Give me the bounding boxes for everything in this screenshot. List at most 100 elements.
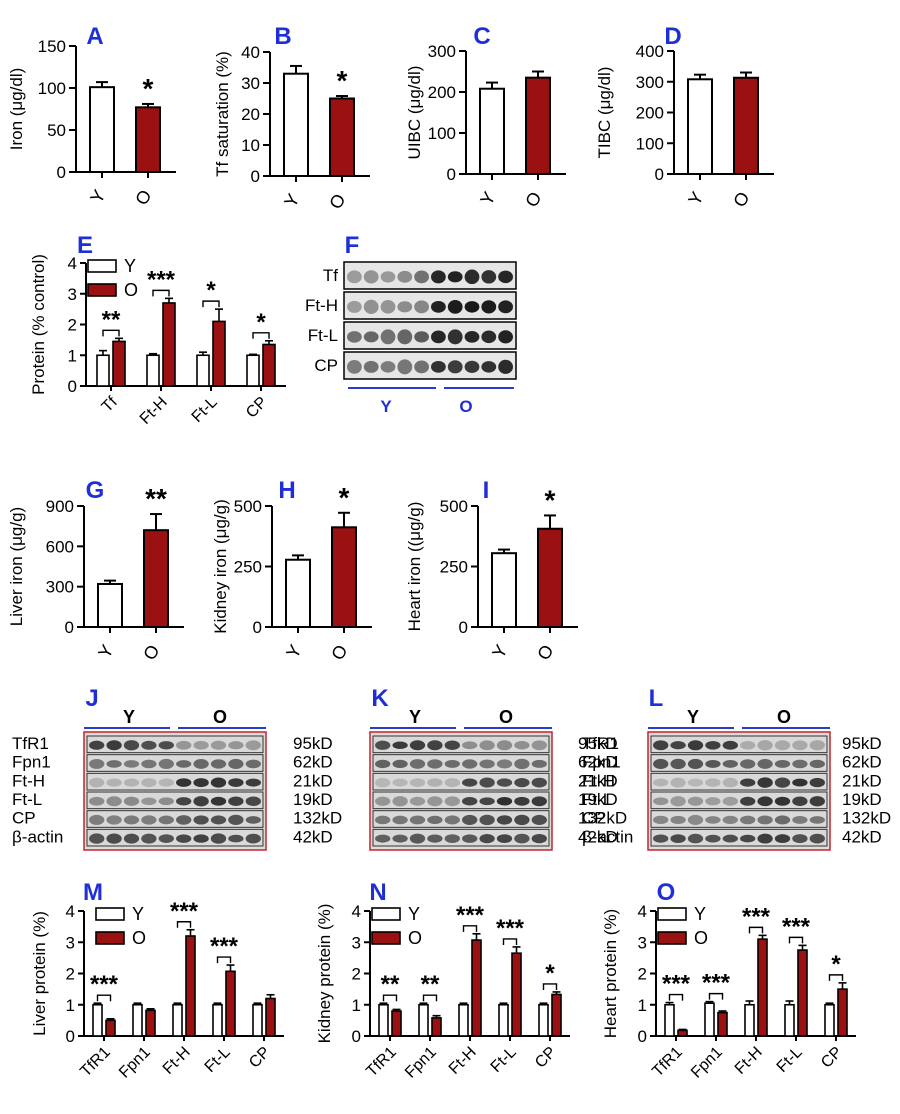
y-tick-label: 0 [253, 618, 262, 637]
blot-row-label: CP [12, 809, 36, 828]
significance-mark: *** [496, 915, 525, 942]
blot-F-band [498, 330, 513, 344]
bar-Y-Ft-H [146, 354, 160, 387]
bar-O-Ft-H [757, 938, 768, 1037]
blot-L-band [757, 833, 773, 844]
significance-mark: *** [170, 898, 199, 925]
blot-J-band [89, 758, 105, 769]
blot-J-band [228, 796, 244, 807]
x-tick-label: Ft-H [137, 394, 171, 428]
blot-L-band [740, 796, 756, 806]
y-tick-label: 2 [638, 965, 647, 984]
blot-L-band [687, 833, 704, 844]
blot-J-band [245, 833, 261, 844]
x-tick-label: O [729, 188, 753, 210]
y-tick-label: 30 [241, 74, 260, 93]
chart-panel-A: A 0 50 100 150 Iron (μg/dl) Y O * [7, 23, 176, 209]
blot-L-band [687, 740, 704, 751]
bar-O-Fpn1 [145, 1009, 156, 1037]
blot-L-band [740, 778, 756, 787]
blot-F-band [498, 300, 513, 314]
y-tick-label: 1 [66, 996, 75, 1015]
panel-letter: M [83, 879, 103, 906]
x-tick-label: Ft-H [160, 1044, 194, 1078]
y-tick-label: 600 [46, 537, 74, 556]
blot-L-band [792, 759, 808, 769]
significance-mark: *** [702, 970, 731, 997]
blot-L-band [670, 758, 686, 770]
blot-L-band [757, 740, 773, 751]
bar-O-CP [265, 997, 276, 1037]
blot-F-band [397, 301, 413, 313]
blot-K-band [531, 759, 547, 768]
blot-J-band [228, 834, 244, 843]
y-tick-label: 500 [234, 497, 262, 516]
blot-F-band [414, 270, 429, 284]
blot-K-band [444, 834, 460, 843]
blot-K-band [375, 815, 391, 825]
y-tick-label: 100 [636, 134, 664, 153]
blot-L-band [809, 816, 825, 824]
blot-F-band [363, 270, 379, 284]
blot-F-band [414, 360, 429, 374]
legend-swatch-O [87, 283, 117, 297]
blot-L-band [653, 797, 669, 806]
blot-J-band [123, 760, 140, 768]
blot-J-band [245, 778, 261, 787]
x-tick-label: Y [282, 641, 305, 661]
y-axis-title: Liver protein (%) [30, 911, 49, 1036]
blot-J-band [123, 815, 140, 825]
blot-K-band [444, 796, 460, 807]
blot-K-band [462, 778, 478, 787]
blot-K-band [479, 814, 495, 826]
legend-label-Y: Y [124, 256, 136, 276]
significance-mark: *** [782, 913, 811, 940]
blot-K-band [375, 796, 391, 806]
blot-J-band [141, 759, 157, 769]
panel-letter: B [274, 23, 291, 50]
significance-mark: *** [210, 933, 239, 960]
blot-L-band [792, 778, 808, 787]
legend-swatch-O [95, 931, 125, 945]
blot-J-band [193, 759, 209, 769]
blot-F-band [380, 271, 396, 283]
blot-K-band [462, 834, 478, 843]
blot-J-band [158, 815, 174, 825]
blot-K-band [427, 796, 443, 807]
blot-row-label: CP [314, 356, 338, 375]
y-tick-label: 0 [251, 167, 260, 186]
blot-L-band [670, 834, 686, 844]
blot-J-band [141, 778, 157, 788]
blot-K-band [496, 778, 513, 787]
blot-J-band [176, 740, 192, 750]
blot-K-band [427, 778, 443, 787]
bar-O-Fpn1 [431, 1017, 442, 1037]
blot-F-band [464, 269, 480, 285]
blot-L-band [774, 760, 791, 768]
blot-K-band [496, 834, 513, 843]
legend-label-Y: Y [132, 904, 144, 924]
blot-J-band [158, 778, 174, 787]
x-tick-label: Fpn1 [688, 1044, 726, 1082]
group-label-Y: Y [687, 707, 699, 727]
significance-bracket [462, 925, 478, 932]
blot-size-label: 42kD [293, 827, 333, 846]
y-tick-label: 100 [428, 124, 456, 143]
bar-O-TfR1 [391, 1010, 402, 1037]
bar-Y-Fpn1 [418, 1003, 429, 1037]
bar-O-Ft-H [471, 939, 482, 1037]
y-axis-title: UIBC (μg/dl) [405, 66, 424, 160]
blot-J-band [141, 797, 157, 806]
blot-K-band [514, 796, 530, 806]
blot-L-band [740, 815, 756, 825]
blot-L-band [670, 796, 686, 807]
y-tick-label: 2 [68, 316, 77, 335]
blot-K-band [479, 797, 495, 806]
legend-swatch-Y [95, 907, 125, 921]
blot-F-band [431, 360, 446, 373]
significance-mark: ** [381, 971, 400, 998]
significance-bracket [748, 926, 764, 934]
blot-size-label: 21kD [842, 771, 882, 790]
